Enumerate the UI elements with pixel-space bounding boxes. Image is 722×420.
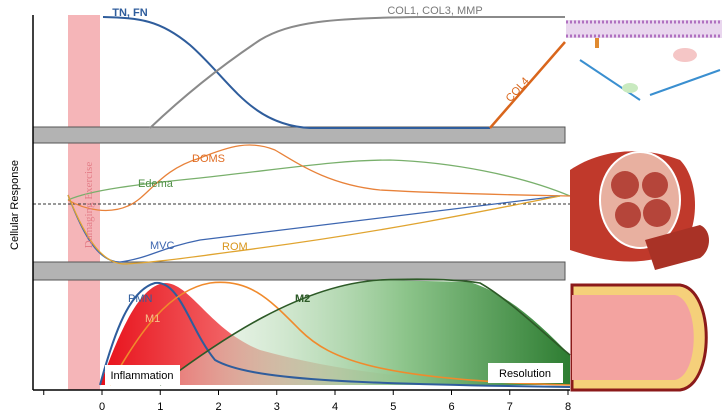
x-ticks: 0 1 2 3 4 5 6 7 8	[43, 390, 571, 413]
curve-label: DOMS	[192, 153, 225, 165]
x-tick-label: 6	[448, 401, 454, 413]
exercise-label: Damaging Exercise	[83, 162, 95, 249]
edema-curve	[67, 159, 571, 201]
muscle-illustration	[570, 151, 709, 270]
doms-curve	[67, 144, 571, 212]
curve-label: COL1, COL3, MMP	[387, 5, 482, 17]
curve-label: TN, FN	[112, 7, 147, 19]
x-tick-label: 3	[274, 401, 280, 413]
curve-label: M2	[295, 293, 310, 305]
mvc-curve	[67, 194, 561, 263]
m2-curve	[159, 278, 571, 386]
separator	[32, 126, 566, 144]
curve-label: ROM	[222, 241, 248, 253]
rom-curve	[67, 194, 561, 265]
x-tick-label: 5	[390, 401, 396, 413]
vessel-illustration	[570, 283, 708, 392]
phase-box	[488, 363, 563, 383]
col4-curve	[489, 41, 566, 129]
membrane-illustration	[566, 20, 722, 101]
phase-box	[105, 365, 180, 385]
phase-label: Resolution	[499, 368, 551, 380]
x-tick-label: 2	[215, 401, 221, 413]
tn-fn-curve	[102, 16, 490, 129]
col-curve	[149, 16, 565, 129]
curve-label: COL4	[504, 75, 532, 104]
x-tick-label: 1	[157, 401, 163, 413]
pmn-curve	[99, 281, 571, 388]
curve-label: M1	[145, 313, 160, 325]
curve-label: Edema	[138, 178, 174, 190]
x-tick-label: 8	[565, 401, 571, 413]
curve-label: MVC	[150, 240, 175, 252]
curve-label: PMN	[128, 293, 153, 305]
phase-label: Inflammation	[111, 370, 174, 382]
y-axis-label: Cellular Response	[9, 160, 21, 250]
m1-curve	[109, 281, 571, 386]
x-tick-label: 0	[99, 401, 105, 413]
x-tick-label: 7	[507, 401, 513, 413]
resolution-area	[160, 280, 570, 385]
x-tick-label: 4	[332, 401, 338, 413]
separator	[32, 261, 566, 281]
